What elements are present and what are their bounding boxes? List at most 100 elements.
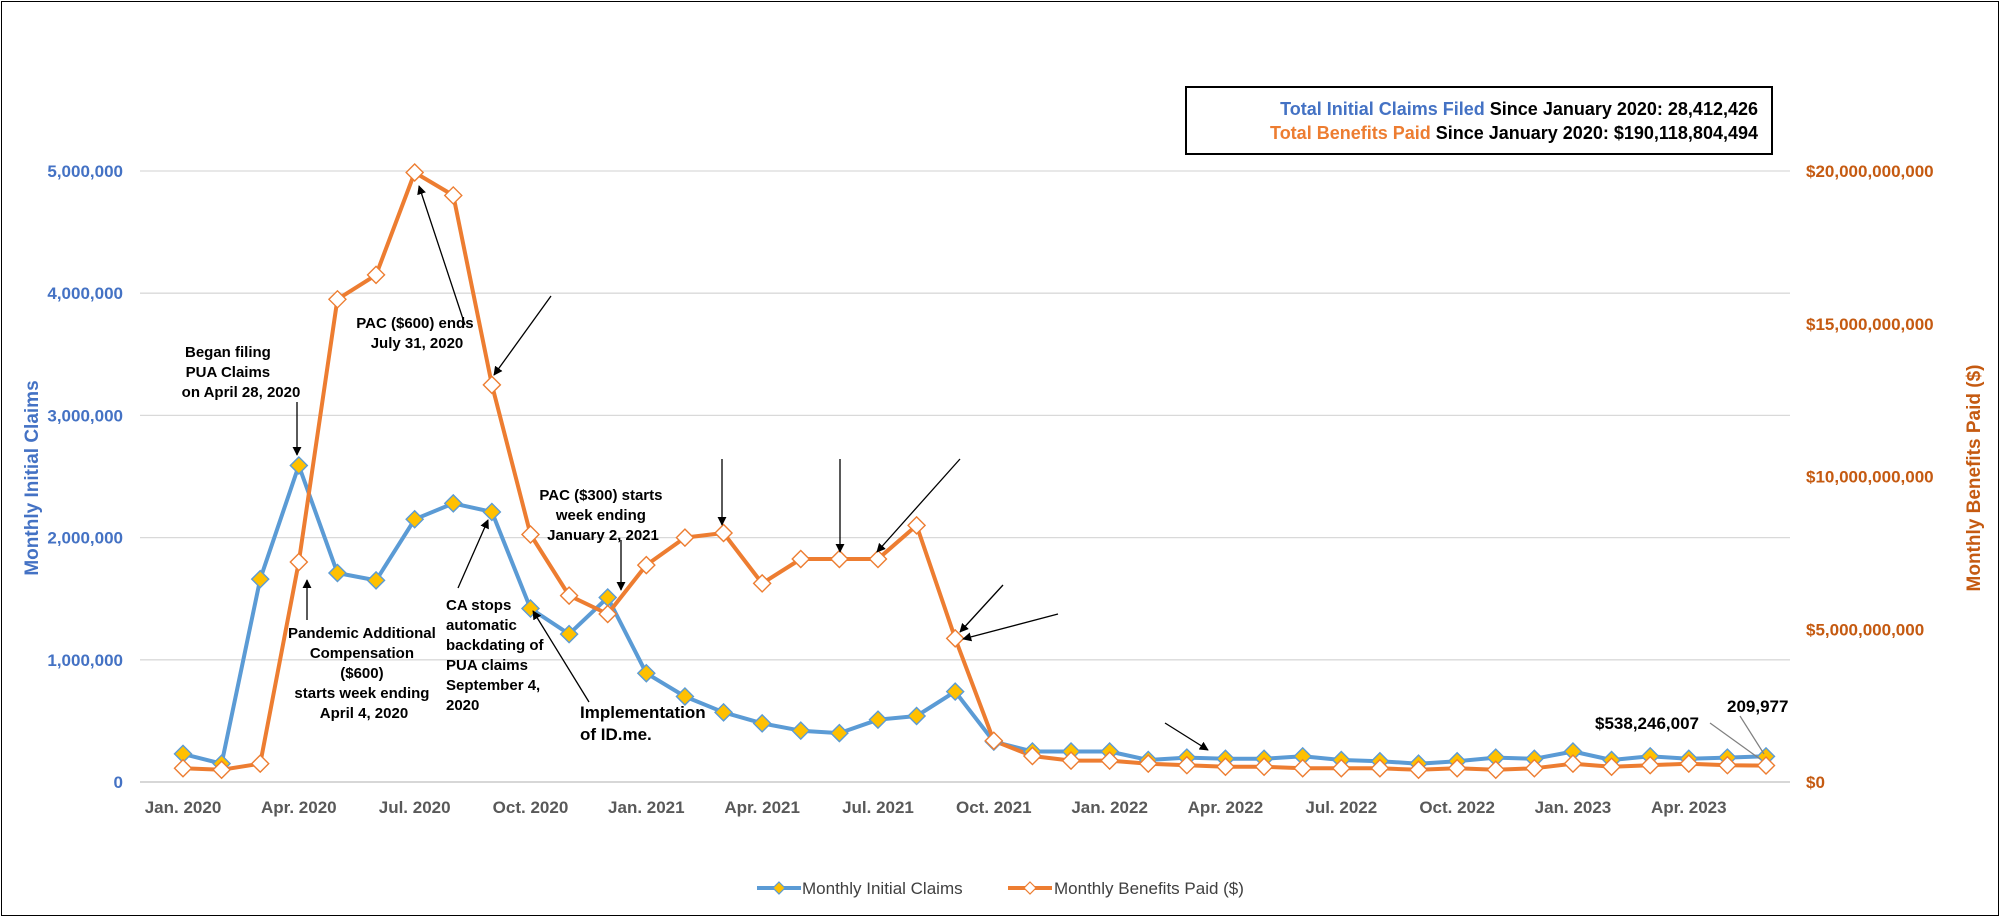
series-line-0: [182, 463, 1767, 766]
data-label-last-claims: 209,977: [1727, 697, 1788, 716]
x-axis-tick-label: Jan. 2021: [608, 798, 685, 817]
x-axis-tick-label: Apr. 2021: [724, 798, 800, 817]
benefits-point: [1177, 755, 1197, 775]
left-axis-tick-label: 4,000,000: [47, 284, 123, 303]
benefits-point: [1409, 760, 1429, 780]
benefits-point: [714, 523, 734, 543]
annotation-arrows: [292, 185, 1765, 760]
annotation-pac300-start: PAC ($300) starts week ending January 2,…: [539, 487, 666, 544]
claims-point: [907, 706, 927, 726]
x-axis-tick-label: Oct. 2022: [1419, 798, 1495, 817]
benefits-point: [984, 731, 1004, 751]
benefits-point: [289, 552, 309, 572]
annotation-backdating: CA stops automatic backdating of PUA cla…: [446, 597, 548, 714]
arrow-sep2021-a: [959, 584, 1004, 633]
benefits-point: [598, 604, 618, 624]
benefits-point: [636, 555, 656, 575]
benefits-point: [1602, 757, 1622, 777]
x-axis-tick-label: Apr. 2023: [1651, 798, 1727, 817]
x-axis-ticks: Jan. 2020 Apr. 2020 Jul. 2020 Oct. 2020 Jan.…: [145, 798, 1727, 817]
claims-point: [289, 456, 309, 475]
left-axis-title: Monthly Initial Claims: [22, 380, 43, 575]
claims-point: [829, 723, 849, 743]
arrow-pac600-end-a: [417, 185, 466, 326]
arrow-mar2022: [1164, 722, 1209, 751]
legend-claims-marker: [772, 881, 786, 895]
right-axis-tick-label: $5,000,000,000: [1806, 620, 1924, 639]
benefits-point: [1215, 757, 1235, 777]
benefits-point: [212, 760, 232, 780]
claims-point: [714, 702, 734, 722]
benefits-point: [1640, 755, 1660, 775]
claims-point: [868, 710, 888, 730]
right-axis-tick-label: $20,000,000,000: [1806, 162, 1934, 181]
benefits-point: [443, 185, 463, 205]
legend: Monthly Initial Claims Monthly Benefits …: [757, 879, 1244, 898]
x-axis-tick-label: Jul. 2022: [1305, 798, 1377, 817]
benefits-point: [868, 549, 888, 569]
annotation-idme: Implementation of ID.me.: [580, 703, 710, 744]
left-axis-tick-label: 0: [114, 773, 123, 792]
benefits-point: [829, 549, 849, 569]
left-axis-ticks: 0 1,000,000 2,000,000 3,000,000 4,000,000 5,0…: [47, 162, 123, 792]
totals-box: [1185, 86, 1773, 155]
x-axis-tick-label: Apr. 2022: [1188, 798, 1264, 817]
series-markers: [173, 163, 1776, 780]
right-axis-title: Monthly Benefits Paid ($): [1964, 365, 1985, 592]
benefits-point: [1331, 758, 1351, 778]
series-lines: [182, 170, 1767, 772]
benefits-point: [1563, 754, 1583, 774]
left-axis-tick-label: 3,000,000: [47, 406, 123, 425]
x-axis-tick-label: Jan. 2022: [1071, 798, 1148, 817]
right-axis-tick-label: $15,000,000,000: [1806, 315, 1934, 334]
claims-point: [327, 563, 347, 583]
claims-point: [636, 663, 656, 683]
benefits-point: [559, 586, 579, 606]
benefits-point: [173, 758, 193, 778]
claims-point: [791, 721, 811, 741]
benefits-point: [1254, 757, 1274, 777]
benefits-point: [945, 628, 965, 648]
benefits-point: [1717, 755, 1737, 775]
benefits-point: [1756, 756, 1776, 776]
benefits-point: [1524, 758, 1544, 778]
arrow-sep2021-b: [962, 613, 1059, 642]
annotation-pua-filing: Began filing PUA Claims on April 28, 202…: [182, 344, 301, 401]
left-axis-tick-label: 1,000,000: [47, 651, 123, 670]
data-label-last-benefits: $538,246,007: [1595, 714, 1699, 733]
benefits-point: [482, 375, 502, 395]
claims-point: [559, 624, 579, 644]
benefits-point: [250, 754, 270, 774]
series-line-1: [182, 170, 1767, 772]
benefits-point: [1679, 754, 1699, 774]
x-axis-tick-label: Jul. 2020: [379, 798, 451, 817]
x-axis-tick-label: Oct. 2021: [956, 798, 1032, 817]
x-axis-tick-label: Apr. 2020: [261, 798, 337, 817]
legend-benefits-marker: [1023, 881, 1037, 895]
benefits-point: [1486, 760, 1506, 780]
claims-point: [752, 713, 772, 733]
totals-benefits: Total Benefits Paid Since January 2020: …: [1270, 123, 1758, 143]
claims-point: [366, 570, 386, 590]
right-axis-tick-label: $0: [1806, 773, 1825, 792]
claims-point: [675, 686, 695, 706]
benefits-point: [1100, 751, 1120, 771]
benefits-point: [521, 525, 540, 545]
x-axis-tick-label: Jan. 2020: [145, 798, 222, 817]
arrow-pac600-end-b: [493, 295, 552, 376]
arrow-idme: [532, 610, 590, 703]
arrow-jul2021: [876, 458, 961, 553]
x-axis-tick-label: Oct. 2020: [493, 798, 569, 817]
benefits-point: [907, 515, 927, 535]
annotation-pac600-start: Pandemic Additional Compensation ($600) …: [288, 625, 440, 722]
benefits-point: [405, 163, 425, 183]
benefits-point: [675, 528, 695, 548]
benefits-point: [1138, 754, 1158, 774]
arrow-backdating: [457, 519, 489, 589]
x-axis-tick-label: Jul. 2021: [842, 798, 914, 817]
right-axis-ticks: $0 $5,000,000,000 $10,000,000,000 $15,000,0…: [1806, 162, 1934, 792]
legend-benefits-label: Monthly Benefits Paid ($): [1054, 879, 1244, 898]
claims-point: [945, 682, 965, 702]
benefits-point: [752, 573, 772, 593]
